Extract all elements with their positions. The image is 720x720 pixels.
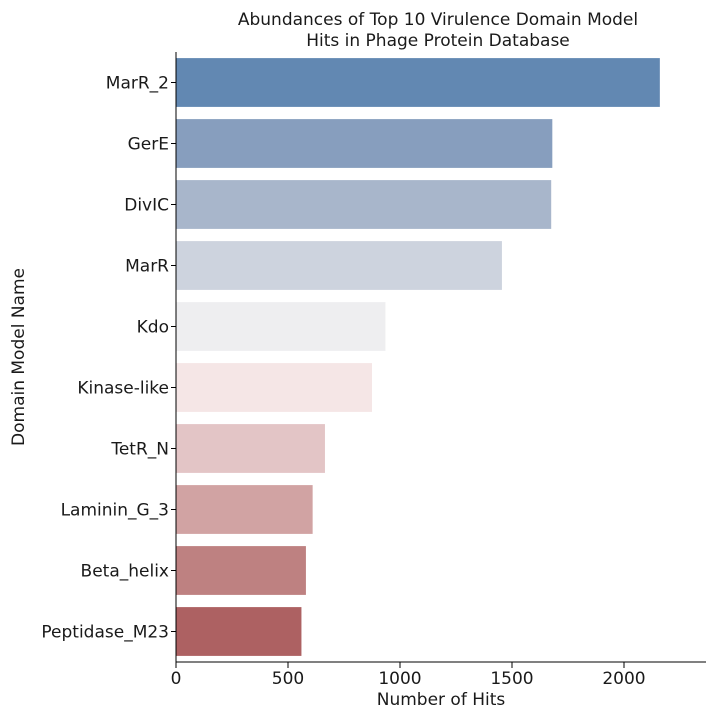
x-tick-label-1500: 1500 (490, 669, 533, 689)
bar-laminin-g-3 (176, 485, 313, 534)
x-tick-label-2000: 2000 (602, 669, 645, 689)
bar-tetr-n (176, 424, 325, 473)
x-axis-label: Number of Hits (377, 690, 506, 710)
category-label-divic: DivIC (124, 196, 169, 216)
x-tick-label-1000: 1000 (378, 669, 421, 689)
bar-divic (176, 180, 552, 229)
bars-group (176, 58, 660, 656)
category-labels-group: MarR_2 GerE DivIC MarR Kdo Kinase-like TetR_N L… (41, 74, 176, 643)
category-label-kinase-like: Kinase-like (77, 379, 169, 399)
bar-kinase-like (176, 363, 372, 412)
x-ticks-group: 0 500 1000 1500 2000 (171, 662, 646, 689)
y-axis-label: Domain Model Name (9, 268, 29, 446)
category-label-tetr-n: TetR_N (110, 440, 169, 460)
category-label-marr: MarR (125, 257, 169, 277)
bar-kdo (176, 302, 386, 351)
x-tick-label-0: 0 (171, 669, 182, 689)
bar-gere (176, 119, 553, 168)
category-label-laminin-g-3: Laminin_G_3 (61, 501, 169, 521)
category-label-peptidase-m23: Peptidase_M23 (41, 623, 169, 643)
category-label-marr-2: MarR_2 (106, 74, 169, 94)
x-tick-label-500: 500 (272, 669, 304, 689)
bar-marr-2 (176, 58, 660, 107)
bar-peptidase-m23 (176, 607, 302, 656)
bar-beta-helix (176, 546, 306, 595)
category-label-gere: GerE (128, 135, 169, 155)
chart-title-line-2: Hits in Phage Protein Database (306, 31, 570, 51)
category-label-beta-helix: Beta_helix (81, 562, 169, 582)
category-label-kdo: Kdo (137, 318, 169, 338)
bar-marr (176, 241, 502, 290)
chart-title-line-1: Abundances of Top 10 Virulence Domain Mo… (238, 10, 638, 30)
